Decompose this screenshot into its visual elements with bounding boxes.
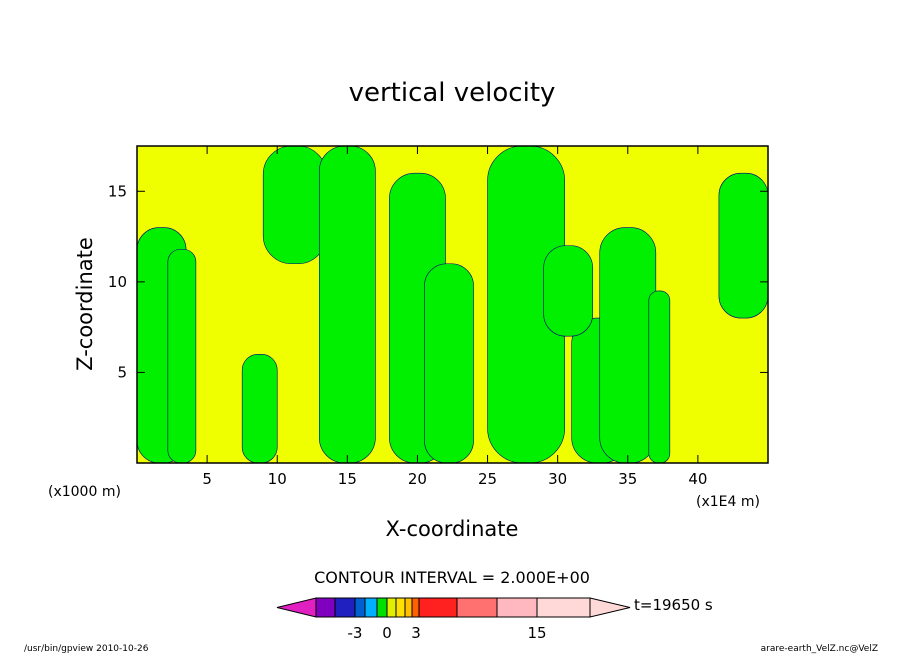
colorbar-max-extension bbox=[589, 597, 631, 618]
x-tick-label: 15 bbox=[338, 470, 357, 488]
negative-velocity-regions bbox=[137, 146, 768, 463]
plot-area bbox=[137, 146, 768, 463]
colorbar-tick-label: -3 bbox=[348, 624, 363, 642]
negative-region bbox=[318, 146, 376, 463]
colorbar-segment bbox=[496, 597, 538, 618]
y-tick-label: 10 bbox=[108, 273, 127, 291]
x-tick-label: 25 bbox=[478, 470, 497, 488]
y-unit-label: (x1000 m) bbox=[48, 484, 121, 500]
colorbar-segment bbox=[456, 597, 498, 618]
colorbar-min-extension bbox=[276, 597, 317, 618]
x-axis-ticks: 5 10 15 20 25 30 35 40 bbox=[202, 146, 707, 488]
colorbar-segment bbox=[536, 597, 591, 618]
colorbar-tick-labels: -3 0 3 15 bbox=[348, 624, 547, 642]
colorbar-segment bbox=[418, 597, 458, 618]
plot-frame bbox=[136, 145, 769, 464]
colorbar-segment bbox=[404, 597, 413, 618]
colorbar-tick-label: 3 bbox=[411, 624, 421, 642]
colorbar-tick-label: 0 bbox=[382, 624, 392, 642]
contour-interval-text: CONTOUR INTERVAL = 2.000E+00 bbox=[314, 568, 590, 587]
negative-region bbox=[424, 263, 474, 463]
x-tick-label: 35 bbox=[618, 470, 637, 488]
chart-title: vertical velocity bbox=[349, 78, 556, 108]
x-tick-label: 40 bbox=[688, 470, 707, 488]
footer-left: /usr/bin/gpview 2010-10-26 bbox=[24, 644, 149, 654]
x-axis-label: X-coordinate bbox=[386, 517, 519, 541]
y-tick-label: 5 bbox=[117, 363, 127, 381]
colorbar-segment bbox=[411, 597, 420, 618]
time-label: t=19650 s bbox=[634, 596, 713, 614]
colorbar-segment bbox=[334, 597, 356, 618]
colorbar-segment bbox=[354, 597, 366, 618]
colorbar-segment bbox=[315, 597, 336, 618]
y-axis-label: Z-coordinate bbox=[73, 237, 97, 371]
negative-region bbox=[543, 245, 594, 337]
colorbar bbox=[276, 597, 631, 618]
colorbar-segment bbox=[376, 597, 388, 618]
x-tick-label: 30 bbox=[548, 470, 567, 488]
negative-region bbox=[599, 227, 657, 463]
colorbar-segment bbox=[386, 597, 397, 618]
footer-right: arare-earth_VelZ.nc@VelZ bbox=[761, 644, 878, 654]
x-tick-label: 20 bbox=[408, 470, 427, 488]
x-unit-label: (x1E4 m) bbox=[696, 494, 760, 510]
colorbar-tick-label: 15 bbox=[527, 624, 546, 642]
negative-region bbox=[262, 146, 327, 265]
y-tick-label: 15 bbox=[108, 182, 127, 200]
x-tick-label: 5 bbox=[202, 470, 212, 488]
negative-region bbox=[167, 248, 197, 463]
colorbar-segment bbox=[364, 597, 378, 618]
colorbar-segment bbox=[395, 597, 406, 618]
negative-region bbox=[648, 290, 671, 463]
x-tick-label: 10 bbox=[268, 470, 287, 488]
negative-region bbox=[718, 172, 768, 319]
y-axis-ticks: 5 10 15 bbox=[108, 182, 768, 381]
negative-region bbox=[241, 354, 278, 463]
